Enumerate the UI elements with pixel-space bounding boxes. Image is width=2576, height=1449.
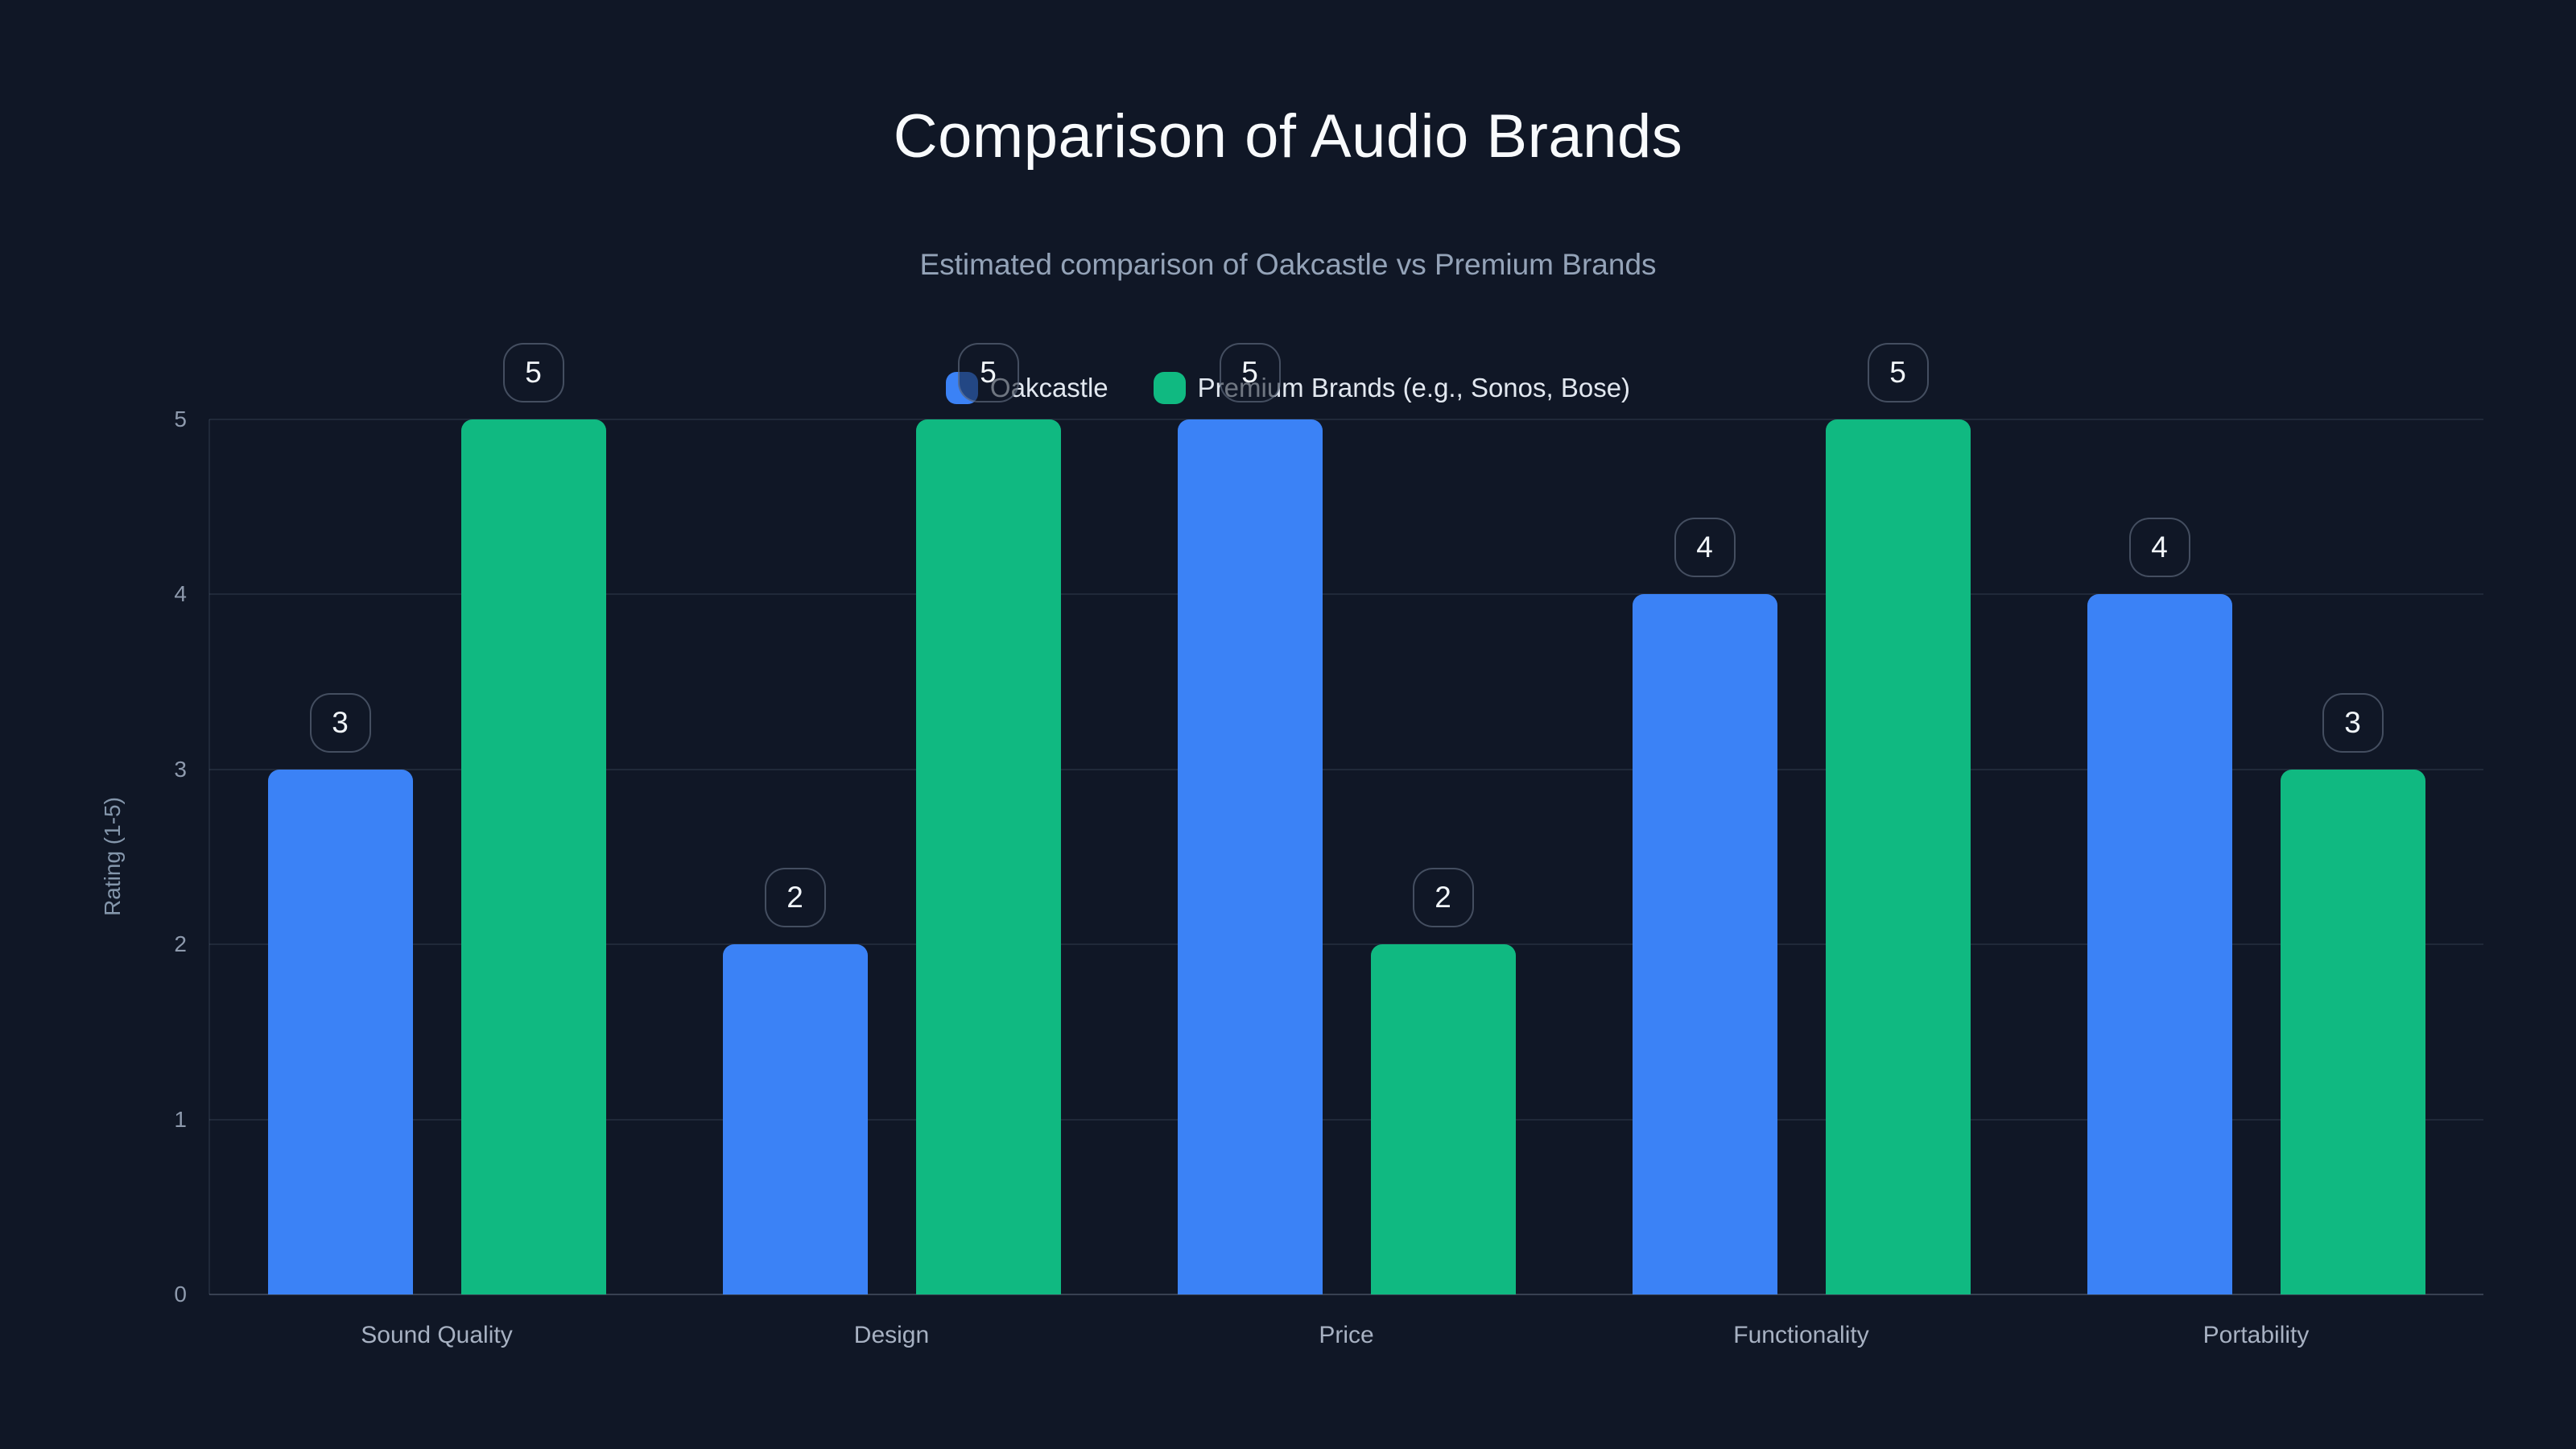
bar-oakcastle-sound-quality[interactable] <box>267 769 413 1294</box>
chart-subtitle: Estimated comparison of Oakcastle vs Pre… <box>919 248 1657 281</box>
x-axis-line <box>209 1294 2483 1295</box>
gridline-3 <box>209 768 2483 770</box>
gridline-5 <box>209 418 2483 420</box>
bar-oakcastle-design[interactable] <box>722 944 868 1294</box>
y-axis-title: Rating (1-5) <box>100 797 125 917</box>
x-axis-label-design: Design <box>853 1322 930 1348</box>
bar-premium-brands-e-g-sonos-bose-portability[interactable] <box>2280 769 2425 1294</box>
y-tick-label-1: 1 <box>174 1106 187 1132</box>
x-axis-label-sound-quality: Sound Quality <box>361 1322 513 1348</box>
value-badge-premium-brands-e-g-sonos-bose-design: 5 <box>957 342 1019 402</box>
x-axis-label-price: Price <box>1319 1322 1374 1348</box>
value-badge-premium-brands-e-g-sonos-bose-functionality: 5 <box>1867 342 1929 402</box>
y-tick-label-4: 4 <box>174 581 187 606</box>
bar-premium-brands-e-g-sonos-bose-price[interactable] <box>1370 944 1516 1294</box>
value-badge-premium-brands-e-g-sonos-bose-portability: 3 <box>2322 692 2384 753</box>
gridline-2 <box>209 943 2483 945</box>
bar-oakcastle-functionality[interactable] <box>1632 594 1777 1294</box>
y-axis-line <box>208 419 210 1294</box>
gridline-4 <box>209 593 2483 595</box>
value-badge-premium-brands-e-g-sonos-bose-sound-quality: 5 <box>502 342 564 402</box>
y-tick-label-0: 0 <box>174 1282 187 1307</box>
value-badge-oakcastle-sound-quality: 3 <box>309 692 371 753</box>
bar-premium-brands-e-g-sonos-bose-sound-quality[interactable] <box>460 419 606 1294</box>
bar-oakcastle-portability[interactable] <box>2087 594 2232 1294</box>
value-badge-oakcastle-portability: 4 <box>2128 518 2190 577</box>
chart-title: Comparison of Audio Brands <box>893 102 1683 171</box>
value-badge-oakcastle-functionality: 4 <box>1674 518 1736 577</box>
x-axis-label-portability: Portability <box>2202 1322 2310 1348</box>
y-tick-label-2: 2 <box>174 931 187 956</box>
bar-premium-brands-e-g-sonos-bose-design[interactable] <box>915 419 1061 1294</box>
y-tick-label-3: 3 <box>174 756 187 782</box>
value-badge-oakcastle-price: 5 <box>1219 342 1281 402</box>
bar-oakcastle-price[interactable] <box>1177 419 1323 1294</box>
value-badge-premium-brands-e-g-sonos-bose-price: 2 <box>1412 868 1474 927</box>
bar-premium-brands-e-g-sonos-bose-functionality[interactable] <box>1825 419 1971 1294</box>
legend-swatch-premium-brands <box>1153 372 1186 404</box>
x-axis-label-functionality: Functionality <box>1733 1322 1869 1348</box>
gridline-1 <box>209 1118 2483 1121</box>
value-badge-oakcastle-design: 2 <box>764 868 826 927</box>
y-tick-label-5: 5 <box>174 406 187 431</box>
